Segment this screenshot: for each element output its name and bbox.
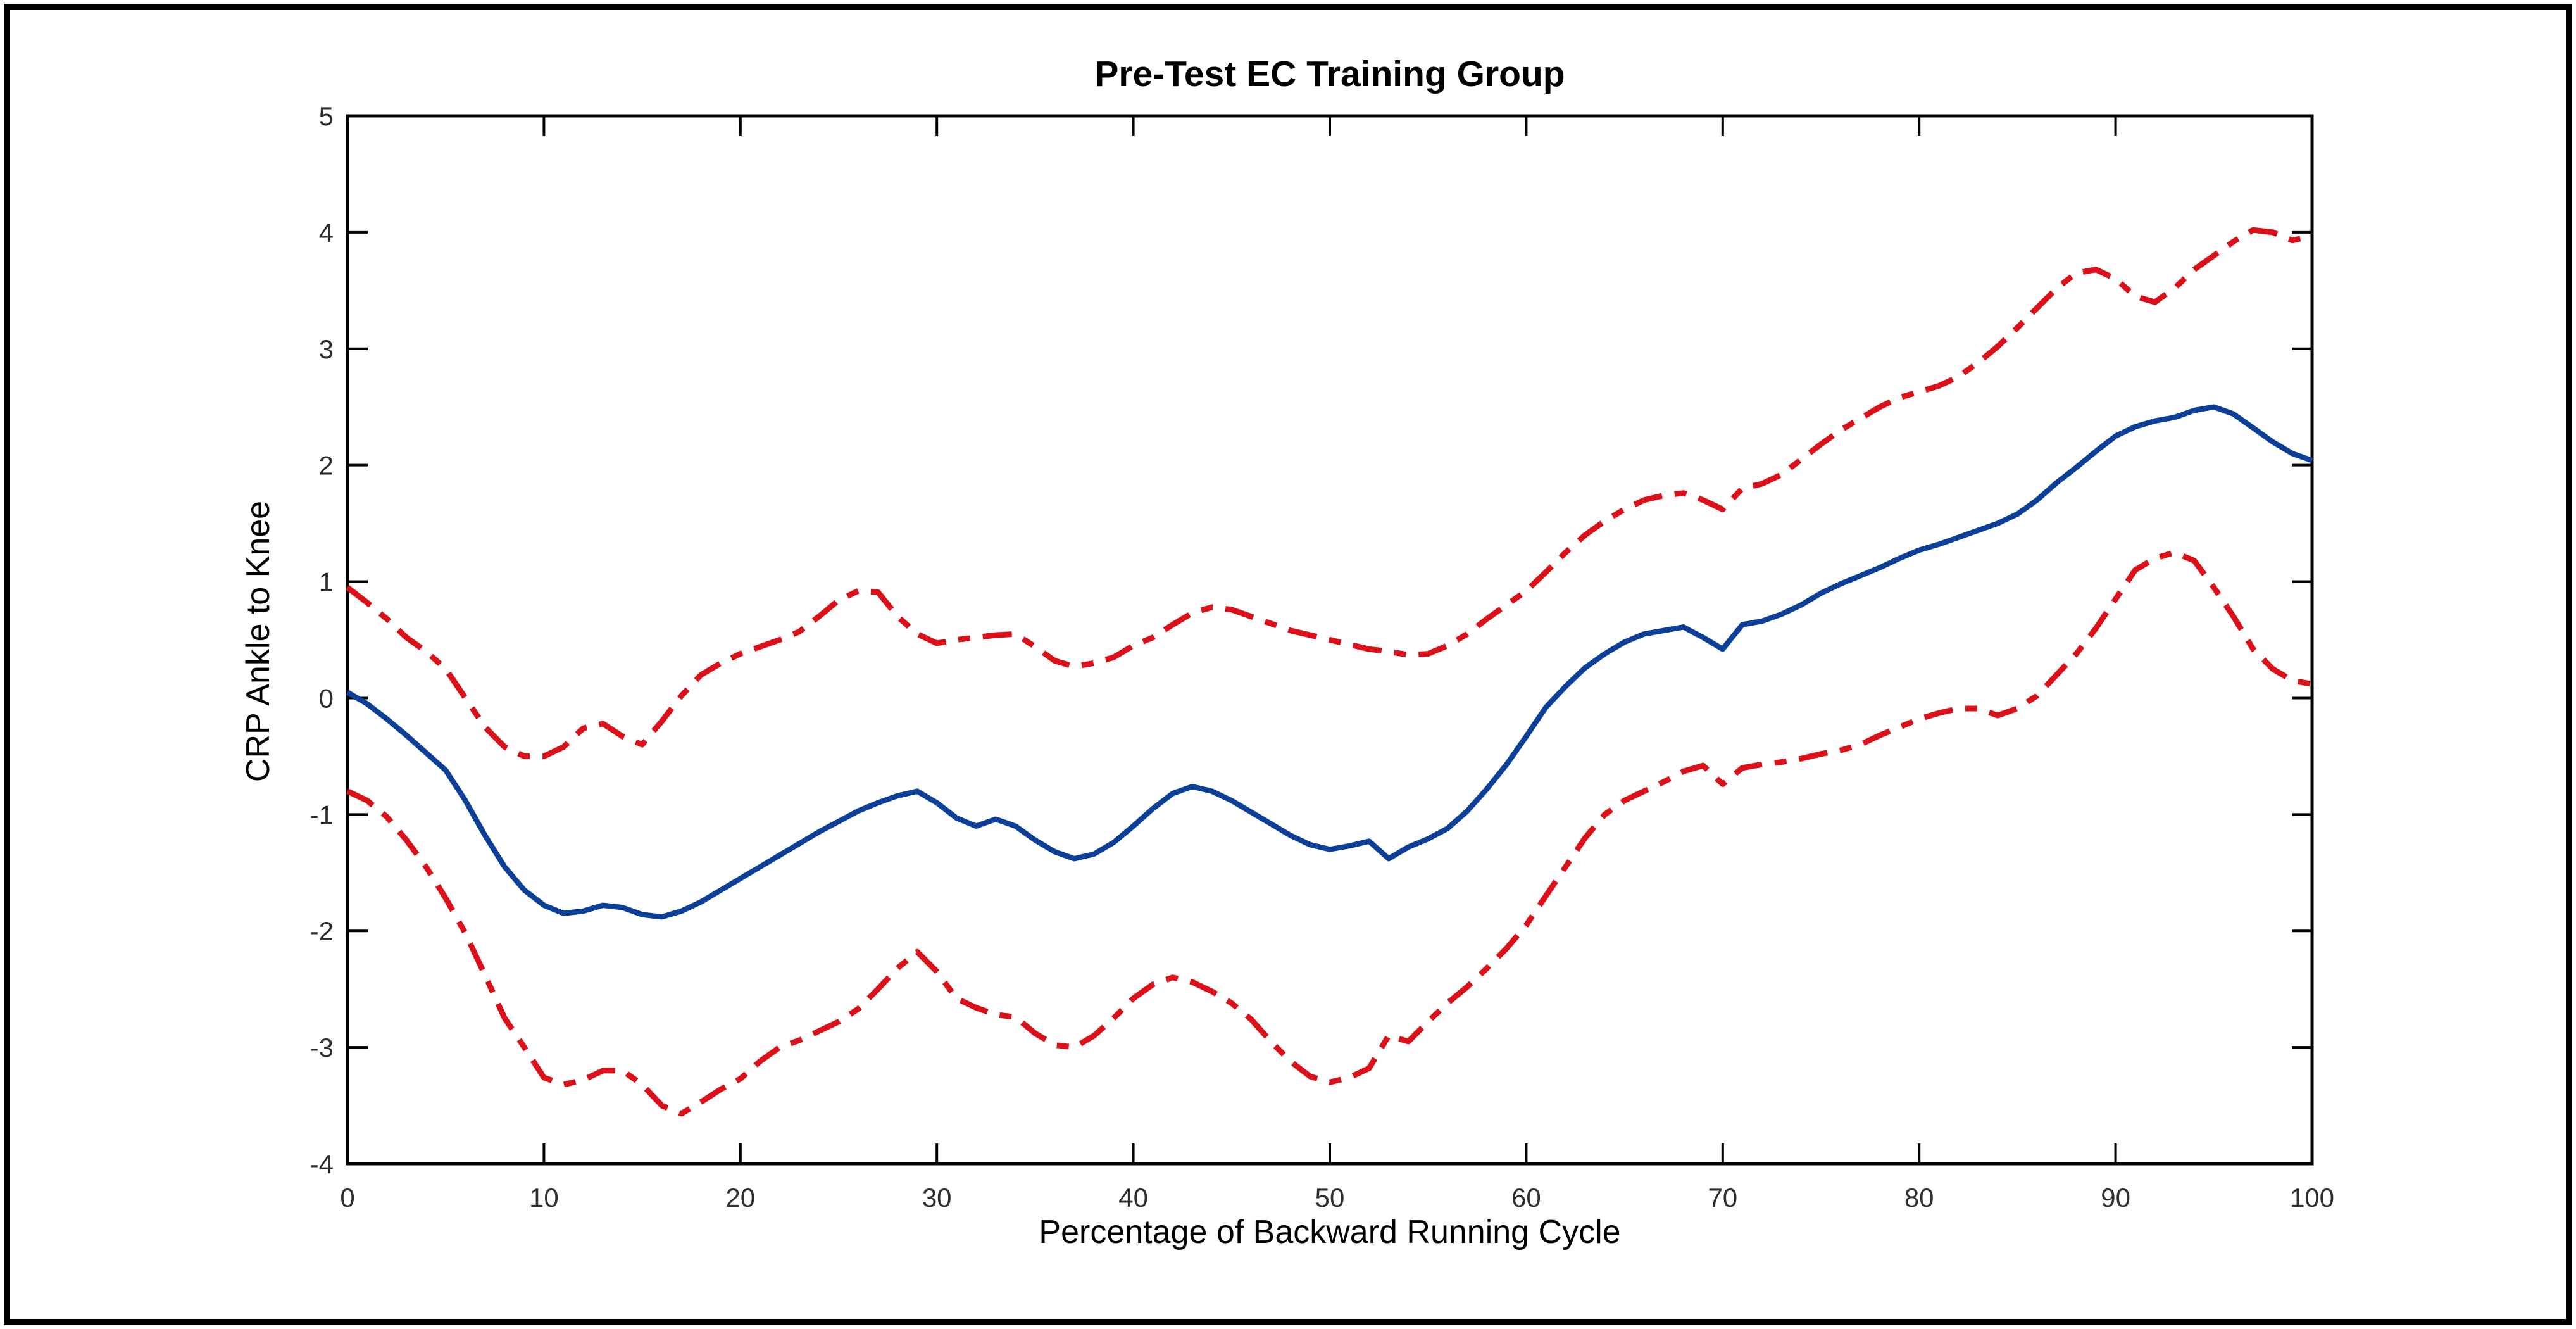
x-tick-label: 20: [725, 1183, 755, 1212]
x-tick-label: 60: [1511, 1183, 1541, 1212]
y-tick-label: 0: [319, 683, 334, 713]
series-line-2: [346, 550, 2313, 1117]
x-tick-label: 10: [529, 1183, 559, 1212]
y-tick-label: -3: [310, 1033, 334, 1062]
x-tick-label: 80: [1904, 1183, 1934, 1212]
x-tick-label: 40: [1118, 1183, 1148, 1212]
x-tick-label: 0: [340, 1183, 354, 1212]
y-tick-label: 1: [319, 567, 334, 597]
y-tick-label: 5: [319, 101, 334, 131]
series-line-0: [346, 404, 2313, 920]
y-tick-label: 2: [319, 451, 334, 481]
x-tick-label: 90: [2101, 1183, 2130, 1212]
y-tick-label: -4: [310, 1149, 334, 1179]
chart-title: Pre-Test EC Training Group: [1094, 54, 1565, 94]
y-tick-label: 4: [319, 218, 334, 248]
y-tick-label: -1: [310, 800, 334, 829]
y-axis-label: CRP Ankle to Knee: [240, 500, 277, 783]
figure-border: [4, 4, 2572, 1325]
x-tick-label: 30: [922, 1183, 952, 1212]
x-tick-label: 50: [1315, 1183, 1345, 1212]
y-tick-label: 3: [319, 334, 334, 364]
x-tick-label: 70: [1708, 1183, 1737, 1212]
y-tick-label: -2: [310, 916, 334, 946]
x-tick-label: 100: [2290, 1183, 2334, 1212]
series-line-1: [346, 227, 2313, 759]
x-axis-label: Percentage of Backward Running Cycle: [1039, 1214, 1621, 1250]
